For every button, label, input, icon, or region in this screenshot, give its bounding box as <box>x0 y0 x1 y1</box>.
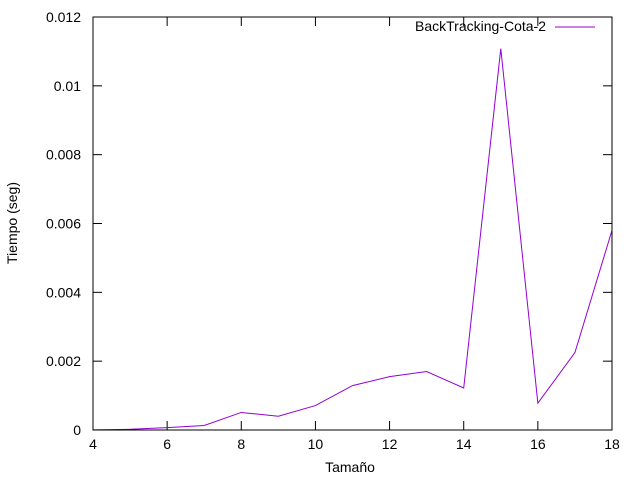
y-tick-label: 0.006 <box>46 216 81 232</box>
series-line <box>92 48 613 431</box>
y-tick-label: 0.004 <box>46 284 81 300</box>
x-tick-label: 8 <box>237 436 245 452</box>
legend: BackTracking-Cota-2 <box>415 18 595 34</box>
x-tick-label: 16 <box>530 436 546 452</box>
x-tick-label: 6 <box>163 436 171 452</box>
y-tick-label: 0.012 <box>46 9 81 25</box>
x-tick-label: 10 <box>308 436 324 452</box>
y-tick-label: 0.002 <box>46 353 81 369</box>
x-tick-label: 12 <box>382 436 398 452</box>
legend-label: BackTracking-Cota-2 <box>415 18 546 34</box>
x-tick-label: 4 <box>89 436 97 452</box>
y-axis-ticks: 0 0.002 0.004 0.006 0.008 0.01 0.012 <box>46 9 612 438</box>
x-axis-label: Tamaño <box>325 459 375 475</box>
x-axis-ticks: 4 6 8 10 12 14 16 18 <box>89 17 620 452</box>
y-tick-label: 0 <box>73 422 81 438</box>
x-tick-label: 14 <box>456 436 472 452</box>
plot-frame <box>92 16 613 431</box>
series-layer <box>92 48 613 431</box>
x-tick-label: 18 <box>604 436 620 452</box>
y-tick-label: 0.008 <box>46 147 81 163</box>
y-axis-label: Tiempo (seg) <box>4 182 20 264</box>
y-tick-label: 0.01 <box>54 78 81 94</box>
